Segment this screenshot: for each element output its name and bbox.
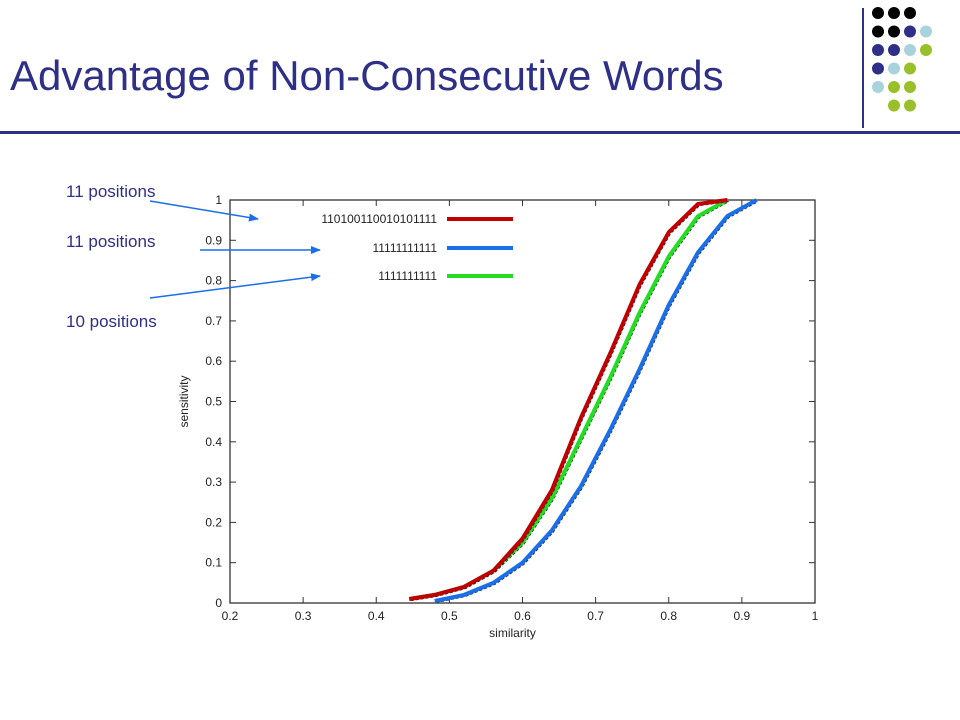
- x-tick-label: 0.9: [734, 609, 751, 623]
- series-line: [408, 198, 729, 601]
- x-tick-label: 0.8: [660, 609, 677, 623]
- series-shadow: [410, 200, 730, 602]
- annotation-arrow: [149, 273, 321, 299]
- y-tick-label: 0.5: [205, 395, 222, 409]
- legend-label: 11111111111: [372, 241, 437, 255]
- x-tick-label: 0.2: [222, 609, 239, 623]
- annotation-arrows: [149, 200, 321, 299]
- x-axis-label: similarity: [489, 626, 536, 640]
- slide-title: Advantage of Non-Consecutive Words: [10, 52, 724, 99]
- annotation-label-3: 10 positions: [66, 312, 157, 331]
- annotation-arrow: [149, 200, 259, 222]
- x-tick-label: 0.7: [587, 609, 604, 623]
- y-tick-label: 0: [215, 596, 222, 610]
- legend-label: 1111111111: [378, 269, 437, 283]
- y-tick-label: 0.3: [205, 475, 222, 489]
- y-tick-label: 0.7: [205, 314, 222, 328]
- title-underline: [0, 131, 960, 134]
- x-tick-label: 1: [812, 609, 819, 623]
- x-tick-label: 0.5: [441, 609, 458, 623]
- series-lines: [408, 198, 759, 604]
- y-tick-label: 0.6: [205, 354, 222, 368]
- x-tick-label: 0.4: [368, 609, 385, 623]
- y-tick-label: 0.1: [205, 556, 222, 570]
- y-tick-label: 0.9: [205, 233, 222, 247]
- y-tick-label: 1: [215, 193, 222, 207]
- series-shadow: [410, 200, 729, 602]
- series-line: [408, 198, 728, 601]
- axis-ticks: 0.2 0.3 0.4 0.5 0.6 0.7 0.8 0.9 1 0 0.1 0.2 0.3 0.4 0.…: [177, 193, 819, 640]
- y-axis-label: sensitivity: [177, 375, 191, 427]
- x-tick-label: 0.3: [295, 609, 312, 623]
- x-tick-label: 0.6: [514, 609, 531, 623]
- y-tick-label: 0.4: [205, 435, 222, 449]
- decor-vertical-rule: [862, 8, 864, 128]
- y-tick-label: 0.2: [205, 515, 222, 529]
- y-tick-label: 0.8: [205, 274, 222, 288]
- annotation-label-1: 11 positions: [66, 182, 156, 201]
- series-line: [434, 198, 758, 603]
- annotation-label-2: 11 positions: [66, 232, 156, 251]
- legend-label: 110100110010101111: [321, 212, 437, 226]
